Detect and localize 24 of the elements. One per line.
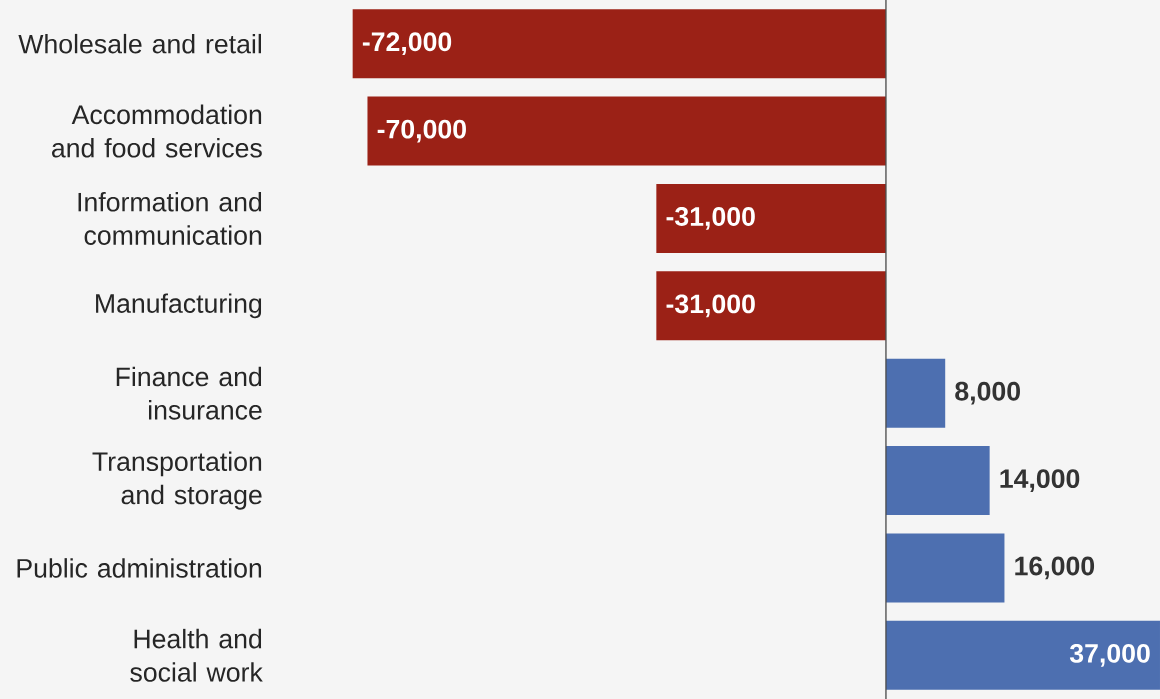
y-tick-label: Finance and insurance xyxy=(116,366,262,420)
y-tick-label: Transportation and storage xyxy=(92,451,262,510)
data-label: -72,000 xyxy=(362,32,452,56)
y-tick-label: Health and social work xyxy=(130,628,263,682)
data-label: -31,000 xyxy=(666,207,755,230)
bar xyxy=(352,9,886,79)
y-tick-label: Public administration xyxy=(17,558,262,578)
bar xyxy=(656,271,886,341)
bar xyxy=(367,96,886,166)
bar xyxy=(885,620,1160,690)
data-label: 16,000 xyxy=(1015,556,1095,580)
data-label: 8,000 xyxy=(955,381,1020,405)
data-label: 37,000 xyxy=(1069,643,1150,667)
y-tick-label: Wholesale and retail xyxy=(18,33,261,54)
y-tick-label: Information and communication xyxy=(78,191,262,245)
data-label: 14,000 xyxy=(1000,469,1080,492)
bar xyxy=(885,533,1005,603)
data-label: -70,000 xyxy=(377,119,466,143)
bar xyxy=(656,183,886,253)
bar xyxy=(885,358,946,428)
data-label: -31,000 xyxy=(666,294,755,318)
y-tick-label: Manufacturing xyxy=(96,293,262,319)
y-tick-label: Accommodation and food services xyxy=(52,104,262,158)
bar xyxy=(885,446,990,516)
